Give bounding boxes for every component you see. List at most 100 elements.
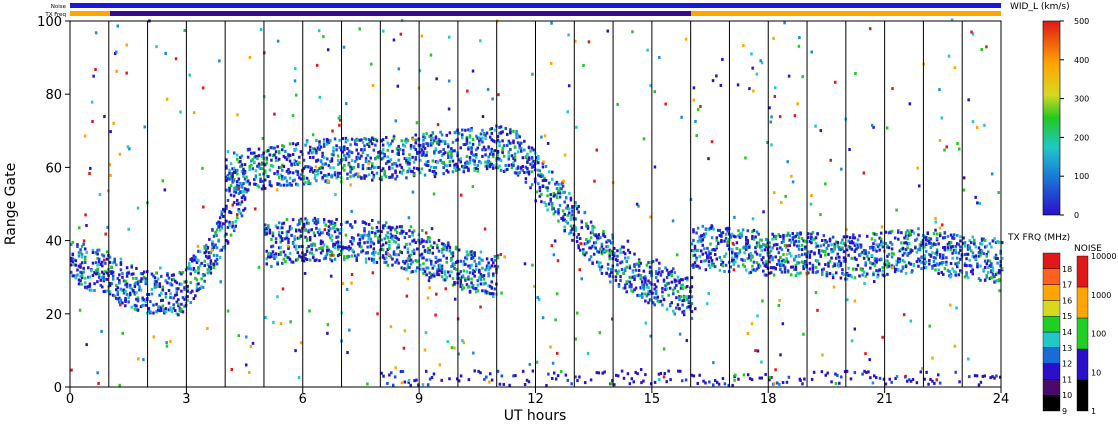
scatter-cell (826, 371, 829, 375)
scatter-cell (481, 136, 484, 140)
scatter-cell (246, 188, 250, 192)
scatter-cell (366, 251, 369, 255)
scatter-cell (603, 235, 607, 239)
scatter-cell (118, 296, 121, 300)
scatter-cell (929, 237, 933, 241)
scatter-cell (821, 270, 824, 274)
scatter-cell (510, 163, 514, 167)
scatter-cell (965, 252, 968, 256)
scatter-cell (406, 263, 410, 267)
scatter-cell (263, 227, 267, 231)
scatter-cell (124, 304, 127, 308)
scatter-cell (931, 244, 934, 248)
scatter-cell (324, 256, 327, 260)
scatter-cell (326, 331, 329, 335)
scatter-cell (820, 370, 824, 374)
scatter-cell (471, 256, 475, 260)
scatter-cell (450, 155, 453, 159)
scatter-cell (464, 262, 467, 266)
scatter-cell (888, 377, 892, 381)
scatter-cell (568, 191, 571, 195)
scatter-cell (116, 24, 120, 28)
scatter-cell (225, 179, 228, 183)
scatter-cell (270, 255, 273, 259)
scatter-cell (777, 233, 781, 237)
scatter-cell (304, 235, 307, 239)
scatter-cell (201, 285, 205, 289)
scatter-cell (537, 157, 540, 161)
scatter-cell (277, 252, 281, 256)
scatter-cell (307, 221, 310, 225)
scatter-cell (734, 252, 737, 256)
scatter-cell (251, 158, 255, 162)
scatter-cell (178, 282, 182, 286)
scatter-cell (293, 178, 296, 182)
scatter-cell (902, 313, 906, 317)
scatter-cell (918, 259, 922, 263)
scatter-cell (923, 257, 926, 261)
scatter-cell (975, 126, 979, 130)
scatter-cell (309, 167, 313, 171)
scatter-cell (690, 316, 694, 320)
scatter-cell (557, 182, 560, 186)
scatter-cell (616, 263, 619, 267)
scatter-cell (782, 237, 785, 241)
scatter-cell (541, 184, 545, 188)
scatter-cell (796, 231, 799, 235)
scatter-cell (438, 363, 442, 367)
scatter-cell (527, 380, 531, 384)
scatter-cell (471, 185, 475, 189)
scatter-cell (429, 165, 433, 169)
scatter-cell (970, 30, 973, 34)
scatter-cell (971, 254, 975, 258)
scatter-cell (817, 251, 821, 255)
scatter-cell (406, 265, 410, 269)
scatter-cell (609, 280, 612, 284)
scatter-cell (474, 134, 478, 138)
scatter-cell (318, 143, 321, 147)
scatter-cell (670, 280, 673, 284)
scatter-cell (704, 381, 707, 385)
scatter-cell (163, 188, 167, 192)
scatter-cell (658, 270, 661, 274)
scatter-cell (229, 184, 233, 188)
scatter-cell (538, 189, 542, 193)
scatter-cell (811, 237, 815, 241)
scatter-cell (649, 334, 652, 338)
txfreq-swatch (1042, 284, 1061, 301)
scatter-cell (196, 244, 200, 248)
scatter-cell (236, 180, 239, 184)
scatter-cell (326, 142, 329, 146)
scatter-cell (431, 251, 435, 255)
scatter-cell (788, 238, 791, 242)
scatter-cell (106, 189, 110, 193)
scatter-cell (935, 378, 939, 382)
scatter-cell (592, 245, 596, 249)
scatter-cell (414, 269, 417, 273)
scatter-cell (838, 255, 841, 259)
scatter-cell (715, 246, 718, 250)
scatter-cell (622, 271, 625, 275)
scatter-cell (330, 250, 334, 254)
scatter-cell (104, 232, 107, 236)
scatter-cell (169, 308, 172, 312)
scatter-cell (470, 263, 473, 267)
scatter-cell (641, 283, 644, 287)
scatter-cell (640, 381, 643, 385)
scatter-cell (797, 261, 801, 265)
scatter-cell (788, 244, 791, 248)
scatter-cell (707, 250, 711, 254)
scatter-cell (448, 163, 452, 167)
scatter-cell (765, 243, 768, 247)
scatter-cell (498, 382, 502, 386)
scatter-cell (881, 269, 885, 273)
scatter-cell (481, 266, 484, 270)
scatter-cell (993, 256, 996, 260)
scatter-cell (982, 237, 985, 241)
scatter-cell (544, 164, 548, 168)
scatter-cell (336, 154, 340, 158)
scatter-cell (479, 257, 483, 261)
scatter-cell (305, 237, 309, 241)
scatter-cell (268, 180, 272, 184)
scatter-cell (907, 251, 911, 255)
